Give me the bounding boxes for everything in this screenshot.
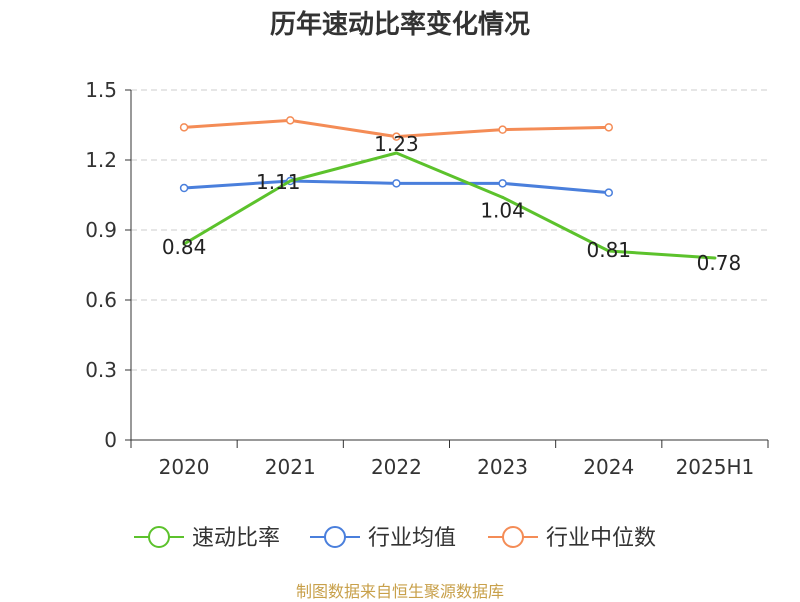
grid-lines <box>131 89 768 371</box>
legend-item-2[interactable]: 行业中位数 <box>488 526 656 551</box>
axes: 0 0.3 0.6 0.9 1.2 1.5 2020 2021 2022 2023 2024 2025… <box>85 78 769 479</box>
data-point-2 <box>286 116 295 125</box>
data-point-2 <box>604 123 613 132</box>
chart-title: 历年速动比率变化情况 <box>269 10 530 40</box>
data-point-0 <box>182 242 186 246</box>
series-line-0 <box>183 151 716 260</box>
x-tick-label: 2024 <box>583 455 634 479</box>
legend-item-1[interactable]: 行业均值 <box>310 526 456 551</box>
legend-label: 速动比率 <box>192 526 280 551</box>
source-note: 制图数据来自恒生聚源数据库 <box>295 582 504 601</box>
x-tick-label: 2020 <box>159 455 210 479</box>
y-tick-label: 1.2 <box>85 148 117 172</box>
legend-label: 行业均值 <box>368 526 456 551</box>
data-label: 1.04 <box>480 198 525 222</box>
data-point-2 <box>392 132 401 141</box>
data-label: 0.81 <box>586 238 631 262</box>
data-labels: 0.84 1.11 1.23 1.04 0.81 0.78 <box>162 132 741 275</box>
data-point-0 <box>607 249 611 253</box>
x-tick-label: 2021 <box>265 455 316 479</box>
y-tick-label: 0 <box>104 428 117 452</box>
data-point-1 <box>392 179 401 188</box>
data-point-2 <box>179 123 189 132</box>
data-label: 0.78 <box>697 251 742 275</box>
legend[interactable]: 速动比率 行业均值 行业中位数 <box>134 526 656 551</box>
legend-marker-icon <box>502 526 524 548</box>
legend-item-0[interactable]: 速动比率 <box>134 526 280 551</box>
data-point-0 <box>713 256 717 260</box>
series-lines <box>179 116 717 260</box>
legend-label: 行业中位数 <box>546 526 656 551</box>
data-point-0 <box>394 151 398 155</box>
y-tick-label: 0.3 <box>85 358 117 382</box>
data-point-1 <box>604 188 613 197</box>
y-tick-label: 0.9 <box>85 218 117 242</box>
y-tick-label: 1.5 <box>85 78 117 102</box>
data-label: 1.11 <box>256 170 301 194</box>
x-tick-label: 2023 <box>477 455 528 479</box>
data-point-1 <box>179 183 189 193</box>
data-label: 1.23 <box>374 132 419 156</box>
data-label: 0.84 <box>162 235 207 259</box>
y-tick-label: 0.6 <box>85 288 117 312</box>
data-point-1 <box>498 179 507 188</box>
data-point-0 <box>288 179 292 183</box>
x-tick-label: 2022 <box>371 455 422 479</box>
x-tick-label: 2025H1 <box>676 455 755 479</box>
data-point-2 <box>498 125 507 134</box>
legend-marker-icon <box>148 526 170 548</box>
data-point-0 <box>501 195 505 199</box>
legend-marker-icon <box>324 526 346 548</box>
